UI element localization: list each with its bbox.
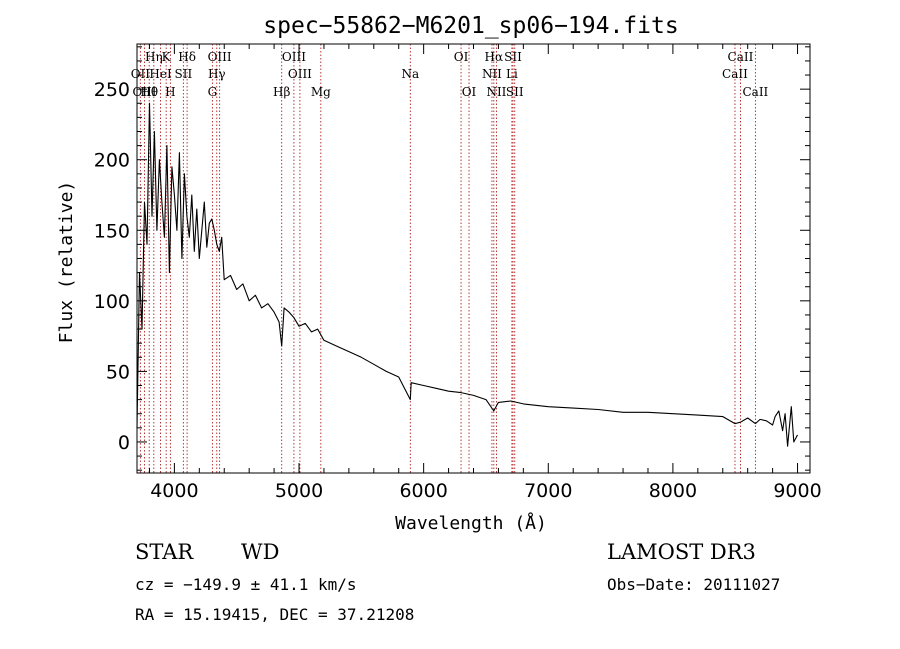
spectral-line-label: G	[208, 85, 218, 99]
spectral-line-label: NII	[482, 67, 502, 81]
spectral-line-label: Hα	[485, 50, 504, 64]
chart-title: spec−55862−M6201_sp06−194.fits	[263, 13, 678, 39]
y-tick-label: 0	[118, 432, 130, 454]
x-tick-label: 8000	[649, 480, 697, 502]
spectral-line-label: Li	[506, 67, 518, 81]
spectral-line-label: OIII	[132, 85, 156, 99]
spectral-line-label: OIII	[208, 50, 232, 64]
spectral-line-markers	[139, 44, 756, 473]
plot-frame	[136, 43, 811, 474]
coordinates: RA = 15.19415, DEC = 37.21208	[135, 605, 415, 624]
spectral-line-label: Mg	[311, 85, 331, 99]
spectral-line-label: CaII	[728, 50, 754, 64]
y-tick-label: 100	[94, 291, 130, 313]
observation-date: Obs−Date: 20111027	[607, 575, 781, 594]
spectral-line-label: SII	[504, 50, 522, 64]
y-axis-label: Flux (relative)	[56, 181, 77, 344]
spectral-line-label: OIII	[288, 67, 312, 81]
x-axis-ticks: 4000 5000 6000 7000 8000 9000	[148, 44, 822, 502]
x-tick-label: 4000	[150, 480, 198, 502]
spectral-line-label: OI	[462, 85, 477, 99]
y-tick-label: 200	[94, 150, 130, 172]
object-subclass: WD	[241, 540, 280, 564]
x-tick-label: 5000	[275, 480, 323, 502]
spectral-line-label: OI	[454, 50, 469, 64]
spectral-line-label: SII	[175, 67, 193, 81]
spectral-line-label: Na	[401, 67, 419, 81]
spectral-line-label: CaII	[742, 85, 768, 99]
redshift-cz: cz = −149.9 ± 41.1 km/s	[135, 575, 357, 594]
spectral-line-label: Hδ	[178, 50, 196, 64]
x-tick-label: 7000	[524, 480, 572, 502]
x-axis-label: Wavelength (Å)	[395, 512, 547, 534]
spectral-line-label: K	[162, 50, 172, 64]
spectral-line-label: Hη	[145, 50, 163, 64]
spectral-line-label: Hθ	[140, 85, 158, 99]
spectral-line-label: SII	[506, 85, 524, 99]
spectrum-series	[136, 102, 798, 447]
spectral-line-label: OII	[131, 67, 151, 81]
y-tick-label: 250	[94, 79, 130, 101]
y-axis-ticks: 0 50 100 150 200 250	[94, 46, 810, 471]
survey-name: LAMOST DR3	[607, 540, 756, 564]
spectral-line-label: OIII	[282, 50, 306, 64]
spectral-line-label: NII	[486, 85, 506, 99]
spectral-line-label: Hβ	[273, 85, 290, 99]
spectral-line-label: CaII	[722, 67, 748, 81]
x-tick-label: 9000	[773, 480, 821, 502]
spectral-line-label: Hγ	[208, 67, 226, 81]
spectral-line-label: HeI	[149, 67, 172, 81]
y-tick-label: 50	[106, 361, 130, 383]
spectrum-line	[136, 102, 798, 447]
y-tick-label: 150	[94, 220, 130, 242]
object-class: STAR	[135, 540, 194, 564]
spectral-line-label: H	[165, 85, 175, 99]
x-tick-label: 6000	[399, 480, 447, 502]
